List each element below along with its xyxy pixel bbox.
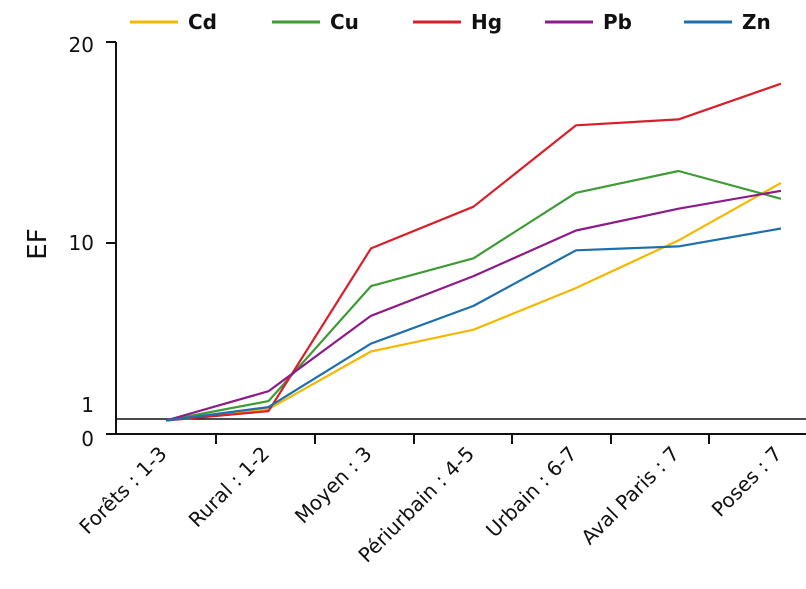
legend-label-zn: Zn bbox=[742, 10, 771, 34]
legend-label-pb: Pb bbox=[603, 10, 632, 34]
legend: Cd Cu Hg Pb Zn bbox=[130, 10, 771, 34]
x-tick-label: Moyen : 3 bbox=[290, 442, 377, 529]
x-tick-label: Rural : 1-2 bbox=[184, 442, 274, 532]
x-ticks: Forêts : 1-3 Rural : 1-2 Moyen : 3Périurba… bbox=[74, 434, 787, 567]
y-ticks: 0 1 10 20 bbox=[69, 33, 116, 451]
y-tick-label: 0 bbox=[81, 427, 94, 451]
x-tick-label: Aval Paris : 7 bbox=[576, 442, 684, 550]
legend-label-cd: Cd bbox=[188, 10, 217, 34]
y-tick-label: 10 bbox=[69, 231, 94, 255]
series-line-cu bbox=[165, 169, 782, 422]
y-tick-label: 1 bbox=[81, 393, 94, 417]
series-line-pb bbox=[165, 189, 782, 422]
series-line-zn bbox=[165, 227, 782, 422]
series-group bbox=[165, 82, 782, 422]
x-tick-label: Poses : 7 bbox=[707, 442, 787, 522]
series-line-cd bbox=[165, 181, 782, 422]
legend-label-hg: Hg bbox=[471, 10, 502, 34]
y-axis-title: EF bbox=[23, 228, 53, 259]
axes bbox=[115, 42, 806, 435]
legend-label-cu: Cu bbox=[330, 10, 359, 34]
x-tick-label: Forêts : 1-3 bbox=[74, 442, 171, 539]
series-line-hg bbox=[165, 82, 782, 422]
x-tick-label: Urbain : 6-7 bbox=[481, 442, 582, 543]
y-tick-label: 20 bbox=[69, 33, 94, 57]
